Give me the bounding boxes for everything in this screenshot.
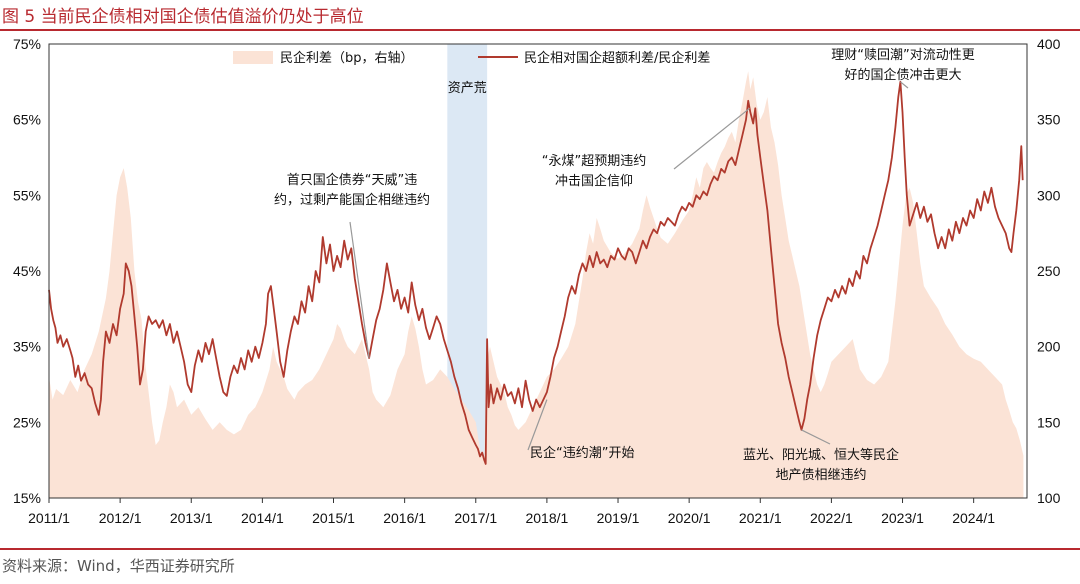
chart-title: 图 5 当前民企债相对国企债估值溢价仍处于高位 — [2, 7, 364, 27]
annotation-text: 好的国企债冲击更大 — [844, 67, 961, 83]
x-tick-label: 2011/1 — [28, 510, 70, 526]
x-tick-label: 2014/1 — [241, 510, 284, 526]
legend-label-line: 民企相对国企超额利差/民企利差 — [524, 50, 710, 66]
chart-canvas: 资产荒 2011/1 2012/1 2013/1 2014/1 2015/1 2016/1 2… — [13, 36, 1061, 526]
annotation-leader — [900, 81, 909, 89]
annotation-text: 地产债相继违约 — [775, 468, 866, 483]
plot-frame — [48, 43, 1028, 499]
legend-swatch-area — [233, 51, 273, 64]
y-right-tick-label: 200 — [1037, 339, 1061, 355]
y-left-tick-label: 35% — [13, 339, 41, 355]
y-right-tick-label: 400 — [1037, 36, 1061, 52]
y-left-tick-label: 15% — [13, 490, 41, 506]
x-tick-label: 2013/1 — [170, 510, 213, 526]
shaded-region-label: 资产荒 — [448, 81, 487, 96]
y-left-tick-label: 55% — [13, 187, 41, 203]
y-left-tick-label: 45% — [13, 263, 41, 279]
x-tick-label: 2020/1 — [668, 510, 711, 526]
annotation-text: 理财“赎回潮”对流动性更 — [831, 48, 974, 63]
x-tick-label: 2015/1 — [312, 510, 355, 526]
annotation-leader — [673, 107, 750, 170]
x-tick-label: 2023/1 — [881, 510, 924, 526]
y-left-tick-label: 65% — [13, 112, 41, 128]
y-left-tick-label: 25% — [13, 414, 41, 430]
annotation-text: 约，过剩产能国企相继违约 — [274, 192, 430, 208]
x-tick-label: 2022/1 — [810, 510, 853, 526]
x-tick-label: 2017/1 — [454, 510, 497, 526]
series-line-excess-ratio — [48, 80, 1024, 465]
x-tick-label: 2012/1 — [99, 510, 142, 526]
annotation-text: 首只国企债券“天威”违 — [287, 172, 417, 188]
y-right-tick-label: 300 — [1037, 187, 1061, 203]
annotation-leader — [527, 399, 548, 451]
title-rule — [0, 29, 1080, 31]
annotation-text: 民企“违约潮”开始 — [530, 445, 634, 461]
y-right-tick-label: 100 — [1037, 490, 1061, 506]
y-right-tick-label: 250 — [1037, 263, 1061, 279]
x-tick-label: 2016/1 — [383, 510, 426, 526]
x-tick-label: 2021/1 — [739, 510, 782, 526]
y-right-tick-label: 150 — [1037, 414, 1061, 430]
annotation-text: 蓝光、阳光城、恒大等民企 — [743, 447, 899, 463]
y-right-tick-label: 350 — [1037, 112, 1061, 128]
annotation-leader — [349, 221, 370, 359]
footer-rule — [0, 548, 1080, 550]
x-tick-label: 2019/1 — [597, 510, 640, 526]
annotation-text: “永煤”超预期违约 — [542, 154, 646, 169]
annotation-text: 冲击国企信仰 — [555, 173, 633, 189]
y-left-tick-label: 75% — [13, 36, 41, 52]
x-tick-label: 2024/1 — [952, 510, 995, 526]
series-area-private-spread — [49, 71, 1024, 498]
x-tick-label: 2018/1 — [525, 510, 568, 526]
annotation-leader — [801, 429, 831, 445]
legend-label-area: 民企利差（bp，右轴） — [280, 50, 414, 66]
source-note: 资料来源：Wind，华西证券研究所 — [2, 557, 235, 575]
